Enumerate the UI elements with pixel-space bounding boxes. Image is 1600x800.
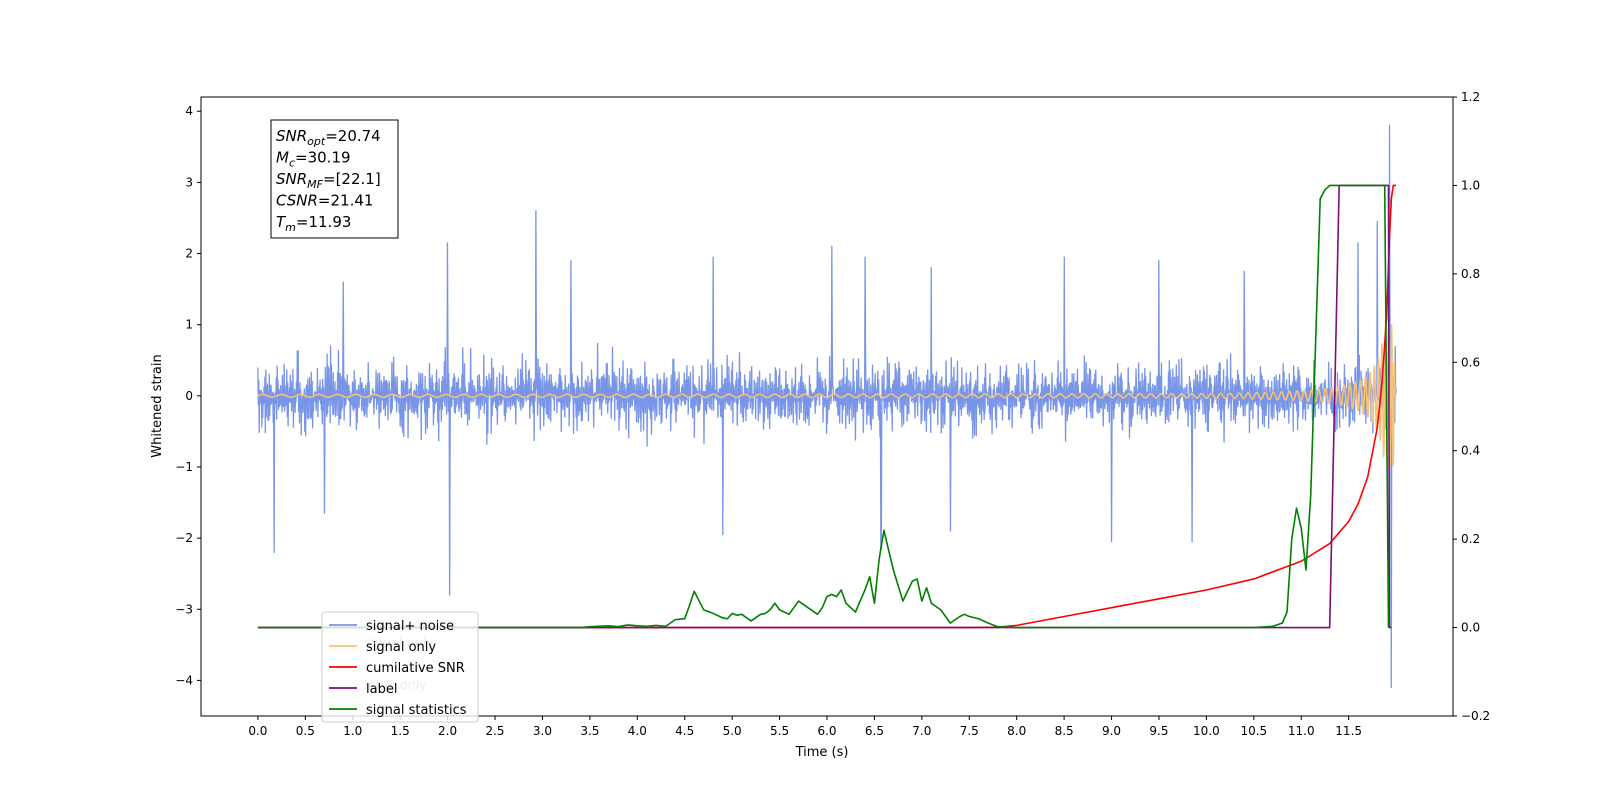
y-tick-label: −3 [175,602,193,616]
x-axis: 0.0 0.5 1.0 1.5 2.0 2.5 3.0 3.5 4.0 4.5 5.0 5.5 6.0 6… [248,716,1362,738]
x-tick-label: 4.5 [675,724,694,738]
legend-label: signal statistics [366,703,467,718]
x-tick-label: 5.5 [770,724,789,738]
y2-tick-label: 0.4 [1461,444,1480,458]
x-tick-label: 2.5 [485,724,504,738]
y-tick-label: 2 [185,247,193,261]
legend-label: label [366,682,397,697]
x-tick-label: 6.5 [865,724,884,738]
x-tick-label: 3.5 [580,724,599,738]
info-line: CSNR=21.41 [276,192,373,210]
x-tick-label: 11.0 [1288,724,1315,738]
x-axis-label: Time (s) [795,745,849,760]
legend-frame [321,611,479,723]
x-tick-label: 8.0 [1007,724,1026,738]
y-axis-left: 4 3 2 1 0 −1 −2 −3 −4 [175,104,201,687]
series-line-signal-noise [257,124,1397,689]
legend: signal onlylabel onlysignal+ noisesignal… [321,611,479,723]
x-tick-label: 0.5 [296,724,315,738]
series-line-signal-only [257,324,1396,468]
x-tick-label: 6.0 [817,724,836,738]
y-axis-right: 1.2 1.0 0.8 0.6 0.4 0.2 0.0 −0.2 [1453,90,1490,723]
series-line-signal-statistics [257,184,1390,629]
x-tick-label: 2.0 [438,724,457,738]
y2-tick-label: 1.0 [1461,178,1480,192]
y-tick-label: 3 [185,175,193,189]
x-tick-label: 0.0 [248,724,267,738]
x-tick-label: 5.0 [723,724,742,738]
y2-tick-label: 0.2 [1461,532,1480,546]
x-tick-label: 10.0 [1193,724,1220,738]
x-tick-label: 1.0 [343,724,362,738]
y2-tick-label: 0.6 [1461,355,1480,369]
x-tick-label: 10.5 [1240,724,1267,738]
y2-tick-label: 0.0 [1461,621,1480,635]
y-tick-label: −4 [175,673,193,687]
y-tick-label: 0 [185,389,193,403]
x-tick-label: 9.0 [1102,724,1121,738]
y-tick-label: 4 [185,104,193,118]
legend-label: signal+ noise [366,619,454,634]
info-line: SNRopt=20.74 [276,127,381,148]
y-tick-label: −2 [175,531,193,545]
info-line: Tm=11.93 [276,213,351,234]
x-tick-label: 9.5 [1149,724,1168,738]
y-tick-label: −1 [175,460,193,474]
y2-tick-label: −0.2 [1461,709,1490,723]
info-box-frame [270,119,399,239]
x-tick-label: 8.5 [1055,724,1074,738]
info-line: SNRMF=[22.1] [276,170,381,191]
series-layer [257,124,1397,689]
x-tick-label: 4.0 [628,724,647,738]
legend-label: cumilative SNR [366,661,465,676]
y2-tick-label: 1.2 [1461,90,1480,104]
x-tick-label: 7.5 [960,724,979,738]
x-tick-label: 7.0 [912,724,931,738]
x-tick-label: 1.5 [391,724,410,738]
y2-tick-label: 0.8 [1461,267,1480,281]
x-tick-label: 3.0 [533,724,552,738]
info-line: Mc=30.19 [276,149,351,170]
x-tick-label: 11.5 [1335,724,1362,738]
y-axis-label: Whitened strain [150,354,165,457]
legend-label: signal only [366,640,436,655]
info-box: SNRopt=20.74Mc=30.19SNRMF=[22.1]CSNR=21.… [270,119,399,239]
y-tick-label: 1 [185,318,193,332]
